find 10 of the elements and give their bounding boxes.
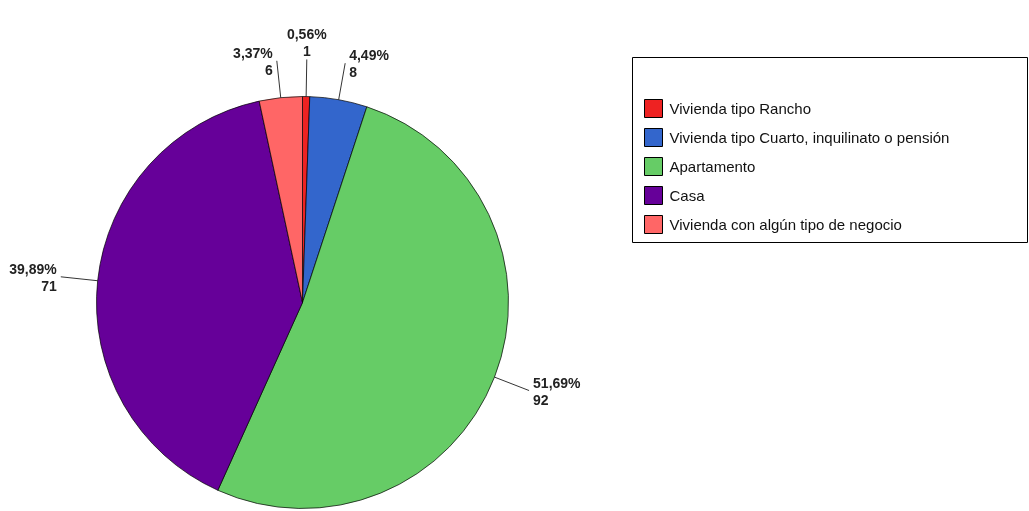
legend-label: Vivienda tipo Rancho bbox=[669, 100, 811, 117]
data-label: 4,49% 8 bbox=[349, 47, 390, 81]
data-label: 39,89% 71 bbox=[9, 260, 58, 294]
legend-label: Vivienda tipo Cuarto, inquilinato o pensión bbox=[669, 129, 950, 146]
legend-label: Apartamento bbox=[669, 158, 756, 175]
data-label: 0,56% 1 bbox=[286, 26, 328, 60]
legend-label: Vivienda con algún tipo de negocio bbox=[669, 216, 902, 233]
data-label: 3,37% 6 bbox=[233, 44, 274, 78]
data-label: 51,69% 92 bbox=[533, 374, 582, 408]
legend-label: Casa bbox=[669, 187, 706, 204]
